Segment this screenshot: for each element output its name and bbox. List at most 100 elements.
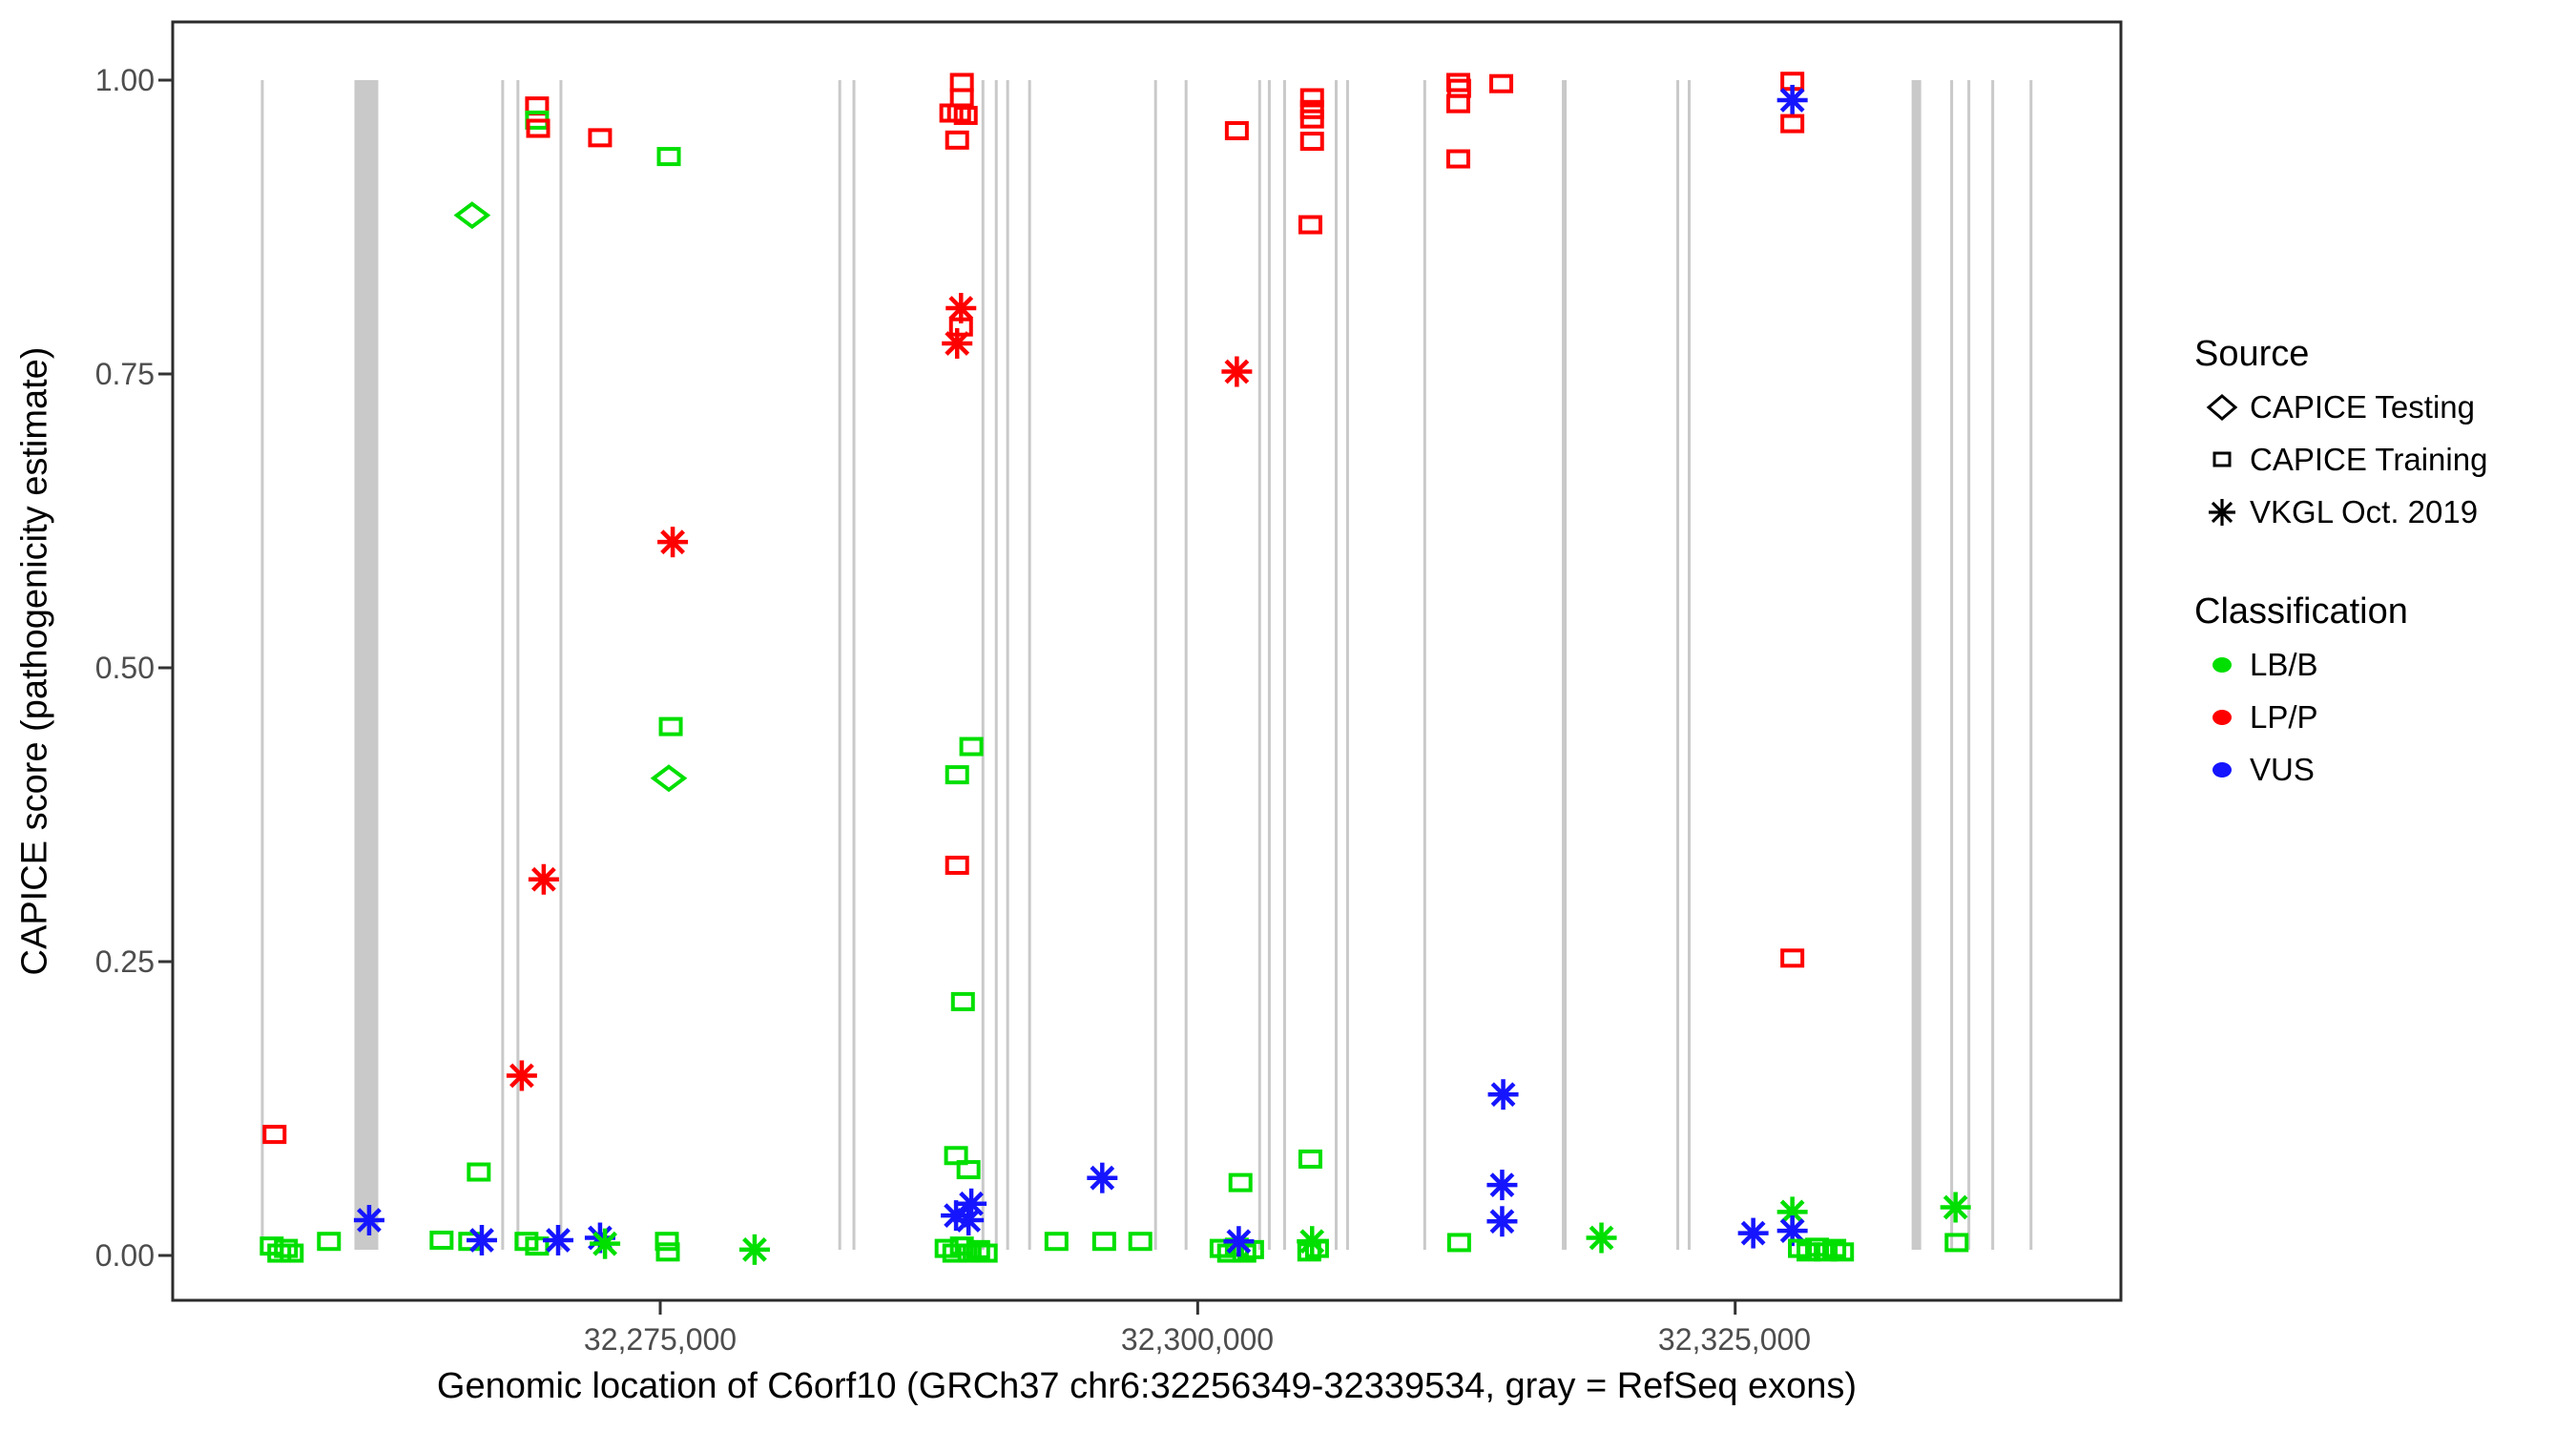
- data-point-square: [1297, 1242, 1321, 1262]
- data-point-square: [1298, 215, 1322, 235]
- exon-bar: [1950, 80, 1954, 1250]
- data-point-asterisk: [528, 863, 559, 895]
- data-point-square: [1445, 149, 1470, 169]
- exon-bar: [1687, 80, 1691, 1250]
- data-point-square: [949, 73, 974, 93]
- legend-item-label: LP/P: [2250, 699, 2318, 735]
- legend-classification-title: Classification: [2194, 591, 2408, 632]
- exon-bar: [994, 80, 998, 1250]
- data-point-square: [949, 88, 974, 108]
- data-point-asterisk: [738, 1234, 770, 1265]
- data-point-asterisk: [353, 1205, 384, 1236]
- data-point-square: [1489, 73, 1514, 93]
- exon-bar: [559, 80, 563, 1250]
- data-point-square: [267, 1243, 292, 1263]
- data-point-asterisk: [542, 1224, 573, 1255]
- data-point-square: [944, 1146, 968, 1166]
- data-point-square: [945, 765, 969, 785]
- exon-bar: [1991, 80, 1995, 1250]
- y-tick-label: 0.25: [94, 944, 155, 979]
- data-point-asterisk: [1486, 1206, 1518, 1237]
- data-point-square: [1128, 1232, 1153, 1252]
- legend-item-label: VUS: [2250, 752, 2315, 787]
- data-point-asterisk: [1586, 1222, 1617, 1254]
- data-point-square: [1822, 1238, 1847, 1258]
- y-axis-title: CAPICE score (pathogenicity estimate): [14, 346, 55, 976]
- y-tick-label: 0.50: [94, 651, 155, 685]
- x-tick-label: 32,275,000: [583, 1322, 737, 1357]
- data-point-square: [525, 1236, 550, 1256]
- exon-bar: [1562, 80, 1568, 1250]
- exon-bar: [354, 80, 379, 1250]
- data-point-square: [655, 1242, 680, 1262]
- data-point-square: [934, 1238, 959, 1258]
- data-point-square: [956, 1160, 981, 1180]
- data-point-square: [588, 128, 613, 148]
- data-point-square: [467, 1162, 491, 1182]
- x-axis-title: Genomic location of C6orf10 (GRCh37 chr6…: [436, 1366, 1858, 1406]
- data-point-square: [317, 1232, 342, 1252]
- legend-item-label: CAPICE Training: [2250, 442, 2488, 477]
- exon-bar: [260, 80, 264, 1250]
- data-point-asterisk: [1221, 356, 1253, 387]
- data-point-square: [945, 130, 969, 150]
- data-point-square: [526, 118, 551, 138]
- diamond-marker-icon: [2194, 386, 2250, 428]
- exon-bar: [501, 80, 505, 1250]
- data-point-square: [1299, 88, 1324, 108]
- lbb-dot-icon: [2194, 644, 2250, 686]
- y-tick-label: 0.00: [94, 1238, 155, 1273]
- exon-bar: [1676, 80, 1680, 1250]
- data-point-square: [948, 317, 973, 337]
- data-point-diamond: [453, 201, 491, 230]
- data-point-square: [656, 147, 681, 167]
- data-point-square: [973, 1243, 998, 1263]
- data-point-asterisk: [1940, 1192, 1971, 1223]
- data-point-square: [953, 105, 978, 125]
- exon-bar: [981, 80, 985, 1250]
- data-point-square: [1299, 132, 1324, 152]
- exon-bar: [1282, 80, 1286, 1250]
- legend-item-lbb: LB/B: [2194, 644, 2318, 686]
- legend-item-label: LB/B: [2250, 647, 2318, 682]
- data-point-square: [1224, 120, 1249, 140]
- data-point-square: [946, 103, 971, 123]
- data-point-square: [274, 1238, 299, 1258]
- exon-bar: [1184, 80, 1188, 1250]
- square-marker-icon: [2194, 439, 2250, 481]
- data-point-square: [950, 991, 975, 1011]
- data-point-square: [959, 736, 984, 757]
- data-point-asterisk: [590, 1228, 621, 1259]
- data-point-square: [1044, 1232, 1069, 1252]
- data-point-asterisk: [1223, 1226, 1255, 1257]
- exon-bar: [1345, 80, 1349, 1250]
- data-point-square: [280, 1243, 304, 1263]
- legend-item-capice-training: CAPICE Training: [2194, 439, 2487, 481]
- exon-bar: [838, 80, 841, 1250]
- data-point-square: [966, 1239, 990, 1259]
- data-point-asterisk: [1087, 1162, 1118, 1193]
- legend-source-title: Source: [2194, 334, 2310, 374]
- exon-bar: [1153, 80, 1157, 1250]
- data-point-square: [1830, 1242, 1855, 1262]
- data-point-square: [654, 1232, 679, 1252]
- y-tick-label: 0.75: [94, 357, 155, 391]
- data-point-square: [1298, 1149, 1322, 1169]
- panel-border: [171, 20, 2123, 1302]
- exon-bar: [1006, 80, 1009, 1250]
- y-tick-label: 1.00: [94, 63, 155, 97]
- data-point-asterisk: [942, 327, 973, 359]
- exon-bar: [1334, 80, 1338, 1250]
- data-point-asterisk: [1776, 84, 1808, 115]
- data-point-square: [262, 1125, 287, 1145]
- data-point-square: [1091, 1232, 1116, 1252]
- data-point-asterisk: [657, 527, 689, 558]
- exon-bar: [852, 80, 856, 1250]
- data-point-square: [1780, 114, 1805, 134]
- exon-bar: [516, 80, 520, 1250]
- data-point-asterisk: [1737, 1217, 1769, 1249]
- legend-item-lpp: LP/P: [2194, 696, 2318, 738]
- exon-bar: [1967, 80, 1971, 1250]
